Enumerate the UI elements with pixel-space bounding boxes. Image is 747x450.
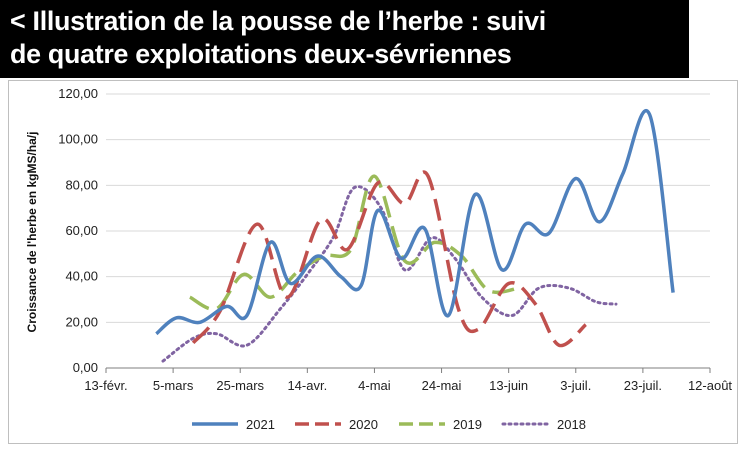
x-tick-label: 25-mars — [216, 378, 264, 393]
y-axis-label: Croissance de l'herbe en kgMS/ha/j — [25, 132, 39, 333]
y-tick-label: 80,00 — [65, 177, 98, 192]
y-tick-label: 100,00 — [58, 132, 98, 147]
x-tick-label: 4-mai — [358, 378, 391, 393]
x-tick-label: 14-avr. — [287, 378, 327, 393]
y-tick-label: 120,00 — [58, 86, 98, 101]
y-tick-label: 60,00 — [65, 223, 98, 238]
x-tick-label: 3-juil. — [560, 378, 591, 393]
x-tick-label: 13-févr. — [84, 378, 127, 393]
y-tick-label: 0,00 — [73, 360, 98, 375]
legend-label-2019: 2019 — [453, 417, 482, 432]
page-title: < Illustration de la pousse de l’herbe :… — [0, 0, 689, 78]
legend-label-2021: 2021 — [246, 417, 275, 432]
title-line-2: de quatre exploitations deux-sévriennes — [10, 39, 512, 69]
axes: 0,00 20,00 40,00 60,00 80,00 100,00 120,00 13-f… — [58, 86, 732, 393]
chart-frame — [8, 80, 738, 444]
x-tick-label: 23-juil. — [624, 378, 662, 393]
y-tick-label: 20,00 — [65, 314, 98, 329]
title-line-1: < Illustration de la pousse de l’herbe :… — [10, 6, 546, 36]
grid — [106, 93, 710, 323]
series-lines — [155, 109, 675, 363]
x-tick-label: 12-août — [688, 378, 732, 393]
legend-label-2020: 2020 — [349, 417, 378, 432]
series-line-2021 — [155, 109, 675, 336]
series-line-2020 — [191, 170, 588, 348]
x-tick-label: 5-mars — [153, 378, 194, 393]
legend: 2021 2020 2019 2018 — [192, 417, 586, 432]
legend-label-2018: 2018 — [557, 417, 586, 432]
x-tick-label: 24-mai — [422, 378, 462, 393]
x-tick-label: 13-juin — [489, 378, 528, 393]
y-tick-label: 40,00 — [65, 269, 98, 284]
